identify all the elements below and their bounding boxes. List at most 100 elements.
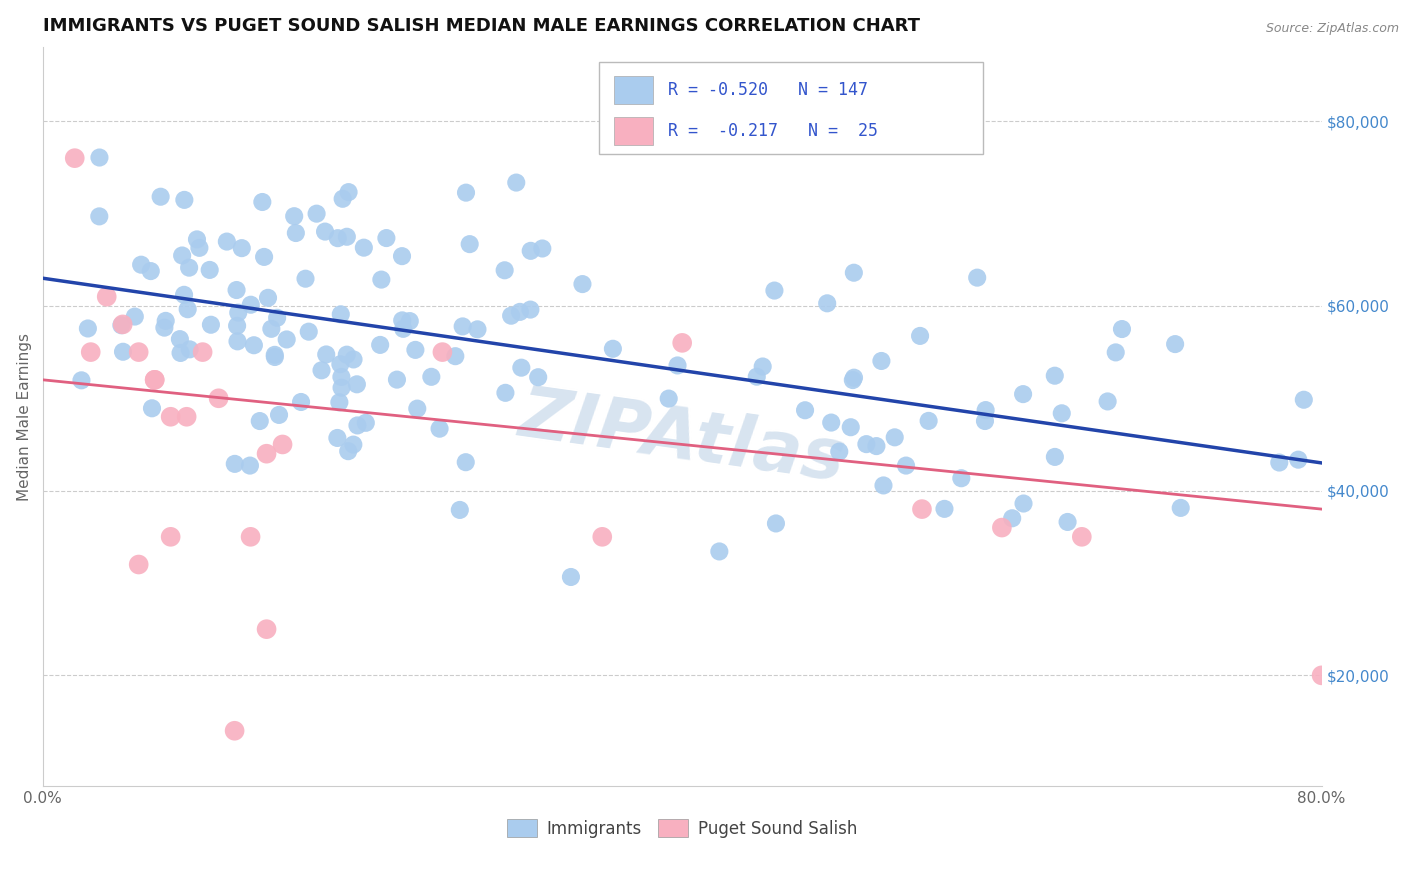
Point (842, 266, 865, 280)
Point (173, 193, 195, 207)
Point (346, 377, 368, 392)
Point (934, 501, 956, 516)
Point (326, 431, 349, 445)
Point (385, 373, 408, 387)
Point (252, 194, 274, 209)
Point (298, 325, 321, 339)
Point (179, 260, 201, 275)
Point (467, 322, 489, 336)
Point (509, 305, 531, 319)
Point (398, 314, 420, 328)
Point (337, 444, 360, 458)
Point (155, 314, 177, 328)
Point (602, 342, 624, 356)
Point (266, 310, 288, 325)
Point (865, 439, 887, 453)
Point (260, 322, 283, 336)
Point (745, 369, 768, 384)
Point (110, 318, 132, 333)
Point (330, 370, 353, 384)
Point (249, 414, 271, 428)
Point (191, 345, 214, 359)
Point (353, 241, 375, 255)
Point (1268, 456, 1291, 470)
Point (159, 409, 181, 424)
Point (1056, 515, 1078, 529)
Point (501, 309, 523, 323)
FancyBboxPatch shape (599, 62, 983, 154)
Point (883, 430, 905, 444)
Point (63, 151, 86, 165)
Point (709, 544, 731, 558)
Point (224, 457, 246, 471)
Point (176, 409, 198, 424)
Point (129, 258, 152, 272)
Text: IMMIGRANTS VS PUGET SOUND SALISH MEDIAN MALE EARNINGS CORRELATION CHART: IMMIGRANTS VS PUGET SOUND SALISH MEDIAN … (42, 17, 920, 35)
Point (820, 416, 842, 430)
Point (346, 418, 368, 433)
Point (1001, 511, 1024, 525)
Point (908, 329, 931, 343)
Point (326, 231, 349, 245)
Point (159, 530, 181, 544)
Point (1164, 337, 1187, 351)
Point (128, 345, 150, 359)
Point (894, 458, 917, 473)
Point (96, 290, 118, 304)
Point (763, 284, 786, 298)
Point (111, 318, 134, 332)
Point (139, 264, 162, 278)
Point (1070, 530, 1092, 544)
Point (794, 403, 817, 417)
Bar (614, 118, 652, 145)
Point (224, 723, 246, 738)
Point (842, 373, 865, 387)
Point (143, 373, 166, 387)
Point (872, 478, 894, 492)
Point (271, 437, 294, 451)
Point (198, 263, 221, 277)
Point (276, 333, 298, 347)
Point (111, 344, 134, 359)
Point (128, 558, 150, 572)
Point (1043, 368, 1066, 383)
Point (494, 385, 516, 400)
Point (315, 347, 337, 361)
Point (329, 307, 352, 321)
Point (225, 283, 247, 297)
Point (124, 310, 146, 324)
Point (765, 516, 787, 531)
Point (458, 237, 481, 252)
Point (226, 305, 249, 319)
Point (239, 298, 262, 312)
Point (336, 229, 359, 244)
Point (1310, 668, 1333, 682)
Point (392, 322, 415, 336)
Point (1012, 496, 1035, 510)
Point (207, 392, 229, 406)
Point (330, 381, 353, 395)
Point (1286, 452, 1309, 467)
Point (200, 318, 222, 332)
Point (1050, 406, 1073, 420)
Point (179, 343, 201, 357)
Point (1105, 345, 1128, 359)
Point (173, 288, 195, 302)
Point (454, 455, 477, 469)
Point (143, 373, 166, 387)
Point (494, 263, 516, 277)
Point (243, 338, 266, 352)
Point (449, 503, 471, 517)
Point (1111, 322, 1133, 336)
Point (839, 420, 862, 434)
Point (311, 363, 333, 377)
Point (239, 530, 262, 544)
Point (966, 270, 988, 285)
Point (375, 231, 398, 245)
Point (256, 622, 278, 636)
Point (510, 360, 533, 375)
Point (751, 359, 773, 374)
Point (420, 369, 443, 384)
Point (368, 338, 391, 352)
Point (314, 225, 336, 239)
